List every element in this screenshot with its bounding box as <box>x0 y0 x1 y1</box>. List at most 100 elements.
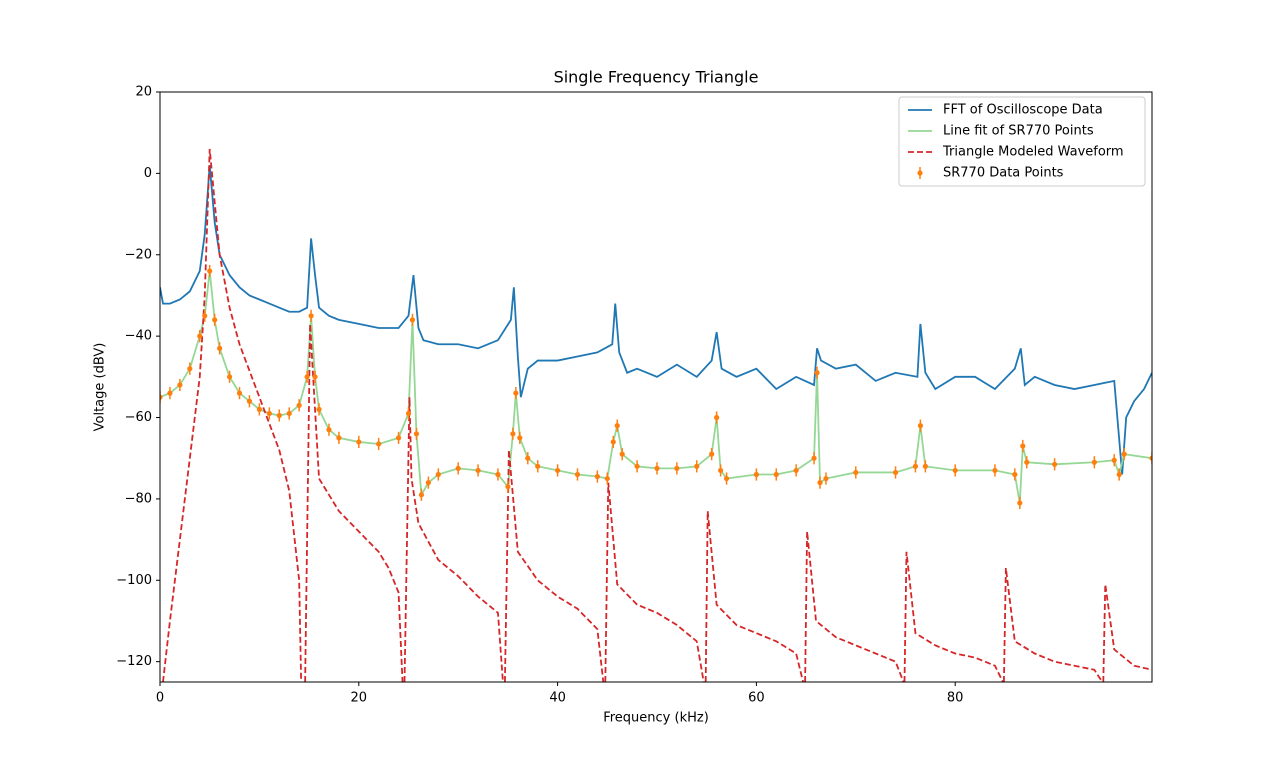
data-point <box>510 431 516 437</box>
data-point <box>312 374 318 380</box>
data-point <box>207 268 213 274</box>
data-point <box>296 402 302 408</box>
data-point <box>418 492 425 498</box>
data-point <box>160 394 163 400</box>
data-point <box>718 467 724 474</box>
data-point <box>634 463 640 469</box>
data-point <box>455 465 461 471</box>
data-point <box>513 390 519 396</box>
y-tick-label: 20 <box>135 85 152 100</box>
data-point <box>376 441 382 447</box>
data-point <box>674 465 680 471</box>
data-point <box>475 467 481 474</box>
data-point <box>610 439 616 445</box>
data-point <box>1091 459 1097 465</box>
legend-label: FFT of Oscilloscope Data <box>943 103 1103 118</box>
data-point <box>409 317 416 323</box>
data-point <box>823 475 829 482</box>
data-point <box>202 313 208 319</box>
chart-title: Single Frequency Triangle <box>554 68 759 87</box>
data-point <box>574 471 581 478</box>
data-point <box>952 467 958 474</box>
series-line <box>162 148 1152 682</box>
data-point <box>793 467 799 474</box>
data-point <box>619 451 625 457</box>
data-point <box>395 435 402 441</box>
data-point <box>694 463 700 469</box>
data-point <box>495 471 501 478</box>
data-point <box>212 317 218 323</box>
data-point <box>356 439 362 445</box>
data-point <box>714 414 720 421</box>
data-point <box>709 451 715 457</box>
data-point <box>1020 443 1026 449</box>
data-point <box>1111 457 1117 463</box>
data-point <box>1012 471 1018 478</box>
data-point <box>425 480 431 486</box>
data-point <box>525 455 531 461</box>
data-point <box>286 410 292 417</box>
data-point <box>187 366 193 372</box>
data-point <box>654 465 660 471</box>
data-point <box>167 390 173 396</box>
data-point <box>1149 455 1152 461</box>
data-point <box>1116 471 1122 478</box>
data-point <box>773 471 779 478</box>
plot-area <box>160 148 1152 682</box>
data-point <box>814 370 820 376</box>
x-tick-label: 20 <box>351 691 368 706</box>
data-point <box>308 313 314 319</box>
data-point <box>256 406 262 412</box>
data-point <box>226 374 233 380</box>
data-point <box>853 469 859 476</box>
data-point <box>1024 459 1030 465</box>
y-tick-label: 0 <box>144 166 152 181</box>
data-point <box>336 435 342 441</box>
data-point <box>817 480 823 486</box>
legend-label: SR770 Data Points <box>943 166 1064 181</box>
data-point <box>413 431 420 437</box>
legend-label: Triangle Modeled Waveform <box>942 145 1124 160</box>
axes-frame <box>159 91 1153 683</box>
y-tick-label: −100 <box>116 573 152 588</box>
data-point <box>604 475 610 482</box>
data-point <box>922 463 928 469</box>
data-point <box>246 398 253 404</box>
data-point <box>236 390 243 396</box>
y-axis-label: Voltage (dBV) <box>93 343 108 432</box>
data-point <box>304 374 310 380</box>
data-point <box>535 463 541 469</box>
y-tick-label: −120 <box>116 654 152 669</box>
series-line <box>160 165 1152 475</box>
data-point <box>892 469 899 476</box>
data-point <box>753 471 759 478</box>
data-point <box>266 410 272 417</box>
legend-swatch <box>917 170 923 176</box>
data-point <box>1051 461 1058 467</box>
data-point <box>811 455 817 461</box>
data-point <box>723 475 730 482</box>
x-tick-label: 60 <box>748 691 765 706</box>
data-point <box>517 435 523 441</box>
data-point <box>217 345 223 351</box>
x-tick-label: 0 <box>156 691 164 706</box>
x-tick-label: 40 <box>549 691 566 706</box>
x-axis-label: Frequency (kHz) <box>603 711 709 726</box>
y-tick-label: −60 <box>125 410 152 425</box>
data-point <box>912 463 919 469</box>
data-point <box>992 467 998 474</box>
legend-box <box>898 96 1146 187</box>
data-point <box>505 484 511 490</box>
data-point <box>405 410 412 417</box>
y-tick-label: −80 <box>125 491 152 506</box>
y-tick-label: −20 <box>125 247 152 262</box>
legend-label: Line fit of SR770 Points <box>943 124 1094 139</box>
data-point <box>316 406 322 412</box>
data-point <box>917 423 924 429</box>
data-point <box>554 467 561 474</box>
x-tick-label: 80 <box>947 691 964 706</box>
data-point <box>276 412 282 419</box>
data-point <box>614 423 620 429</box>
data-point <box>1121 451 1127 457</box>
